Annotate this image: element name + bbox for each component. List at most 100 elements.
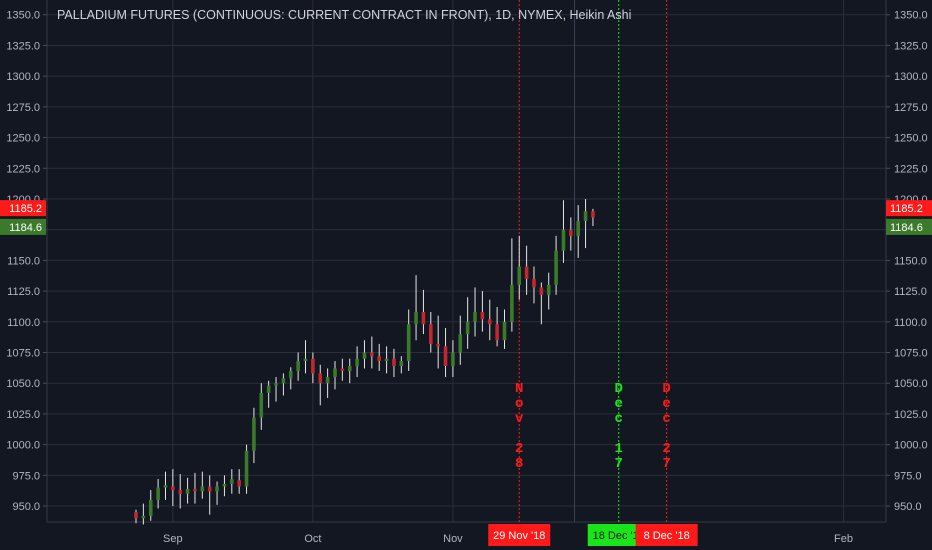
- event-date-label: 18 Dec '18: [593, 530, 645, 542]
- price-label: 1184.6: [890, 222, 923, 234]
- y-tick-label: 1325.0: [6, 40, 40, 52]
- y-tick-label: 1100.0: [7, 317, 40, 329]
- candle-body: [230, 479, 234, 484]
- candle-body: [325, 377, 330, 384]
- candle-body: [266, 385, 271, 394]
- y-tick-label: 1100.0: [894, 317, 927, 329]
- candle-body: [237, 480, 241, 487]
- candle-body: [311, 358, 315, 374]
- candle-body: [333, 368, 337, 378]
- candle-body: [215, 486, 219, 492]
- y-tick-label: 1025.0: [6, 409, 40, 421]
- event-letter: D: [662, 381, 670, 397]
- candle-body: [473, 311, 477, 322]
- price-label-box: [0, 218, 46, 235]
- candle-body: [340, 368, 345, 371]
- candle-body: [458, 334, 463, 353]
- candle-body: [399, 361, 404, 367]
- price-label-box: [0, 200, 46, 217]
- y-tick-label: 950.0: [12, 501, 40, 513]
- candle-body: [532, 278, 536, 288]
- event-date-box: [587, 524, 650, 546]
- y-tick-label: 1075.0: [6, 348, 40, 360]
- candle-body: [318, 373, 323, 384]
- y-tick-label: 975.0: [894, 470, 922, 482]
- candle-body: [443, 346, 448, 367]
- y-tick-label: 1225.0: [6, 163, 40, 175]
- candle-body: [222, 483, 227, 487]
- event-letter: e: [662, 396, 670, 412]
- candle-body: [141, 515, 146, 519]
- candle-body: [148, 499, 153, 516]
- y-tick-label: 1350.0: [6, 10, 40, 22]
- candle-body: [502, 321, 507, 341]
- candle-body: [392, 358, 396, 367]
- event-letter: 2: [662, 441, 670, 457]
- x-tick-label: Feb: [834, 533, 853, 545]
- y-tick-label: 1275.0: [894, 102, 928, 114]
- candle-body: [421, 311, 426, 325]
- candle-body: [252, 417, 256, 451]
- event-date-label: 8 Dec '18: [644, 530, 690, 542]
- event-letter: v: [515, 411, 524, 427]
- event-letter: 2: [515, 441, 523, 457]
- candle-body: [207, 486, 212, 492]
- price-label: 1184.6: [9, 222, 42, 234]
- event-letter: N: [515, 381, 523, 397]
- candle-body: [156, 487, 160, 500]
- candle-body: [487, 319, 492, 325]
- event-letter: c: [615, 411, 623, 427]
- price-label: 1185.2: [9, 203, 42, 215]
- candle-body: [193, 488, 197, 492]
- event-letter: 1: [615, 441, 623, 457]
- candle-body: [576, 221, 580, 236]
- event-date-label: 29 Nov '18: [493, 530, 545, 542]
- price-label-box: [886, 218, 932, 235]
- candle-body: [436, 343, 440, 347]
- event-date-box: [635, 524, 698, 546]
- candle-body: [517, 266, 522, 285]
- candle-body: [347, 366, 352, 371]
- candle-body: [480, 311, 485, 320]
- price-label-box: [886, 200, 932, 217]
- candle-body: [384, 358, 389, 362]
- candle-body: [495, 324, 499, 341]
- y-tick-label: 1325.0: [894, 40, 928, 52]
- y-tick-label: 1250.0: [6, 133, 40, 145]
- candle-body: [406, 324, 411, 362]
- candle-body: [259, 393, 264, 418]
- y-tick-label: 1150.0: [7, 255, 40, 267]
- candle-body: [296, 361, 300, 371]
- y-tick-label: 1050.0: [6, 378, 40, 390]
- x-tick-label: Sep: [163, 533, 183, 545]
- candle-body: [370, 352, 374, 357]
- candle-body: [510, 284, 514, 322]
- event-letter: e: [615, 396, 623, 412]
- candle-body: [178, 490, 183, 494]
- event-date-box: [488, 524, 551, 546]
- candle-body: [429, 324, 433, 344]
- y-tick-label: 975.0: [12, 470, 40, 482]
- event-letter: c: [662, 411, 670, 427]
- candle-body: [546, 284, 551, 295]
- candle-body: [554, 250, 558, 285]
- y-tick-label: 1350.0: [894, 10, 928, 22]
- candle-body: [303, 358, 308, 362]
- event-letter: D: [615, 381, 623, 397]
- candle-body: [185, 488, 190, 494]
- y-tick-label: 1000.0: [6, 440, 40, 452]
- chart-title: PALLADIUM FUTURES (CONTINUOUS: CURRENT C…: [57, 8, 632, 22]
- candle-body: [274, 383, 278, 386]
- candle-body: [244, 450, 249, 487]
- candle-body: [451, 352, 455, 367]
- y-tick-label: 1075.0: [894, 348, 928, 360]
- candle-body: [583, 211, 588, 222]
- candle-body: [355, 358, 359, 367]
- x-tick-label: Nov: [443, 533, 463, 545]
- y-tick-label: 1225.0: [894, 163, 928, 175]
- y-tick-label: 1250.0: [894, 133, 928, 145]
- candle-body: [163, 485, 168, 488]
- candle-body: [591, 211, 595, 218]
- candle-body: [414, 311, 418, 325]
